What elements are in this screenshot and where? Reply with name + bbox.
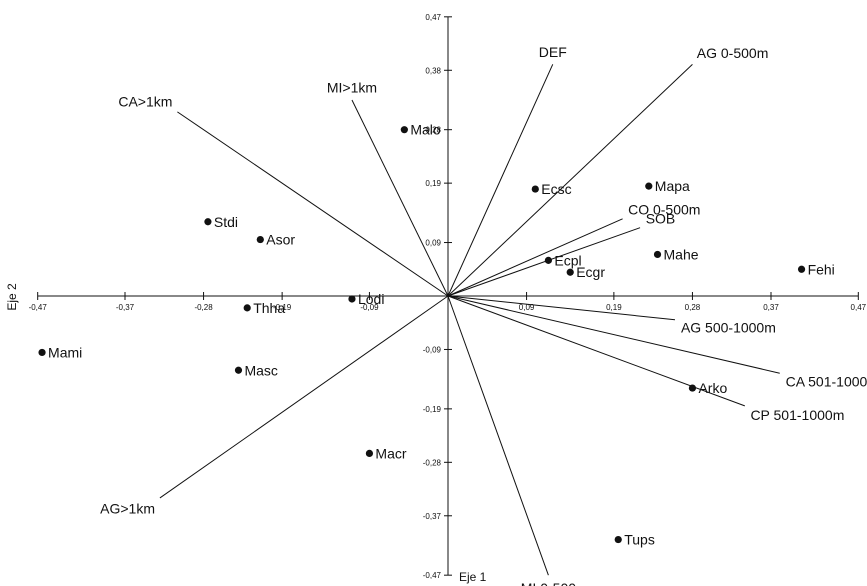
data-point: [400, 126, 408, 134]
y-tick-label: -0,28: [423, 458, 442, 467]
point-label: Ecgr: [576, 264, 605, 280]
point-label: Thha: [253, 300, 285, 316]
point-label: Mami: [48, 344, 82, 360]
data-point: [348, 295, 356, 303]
point-label: Macr: [375, 445, 406, 461]
point-label: Asor: [266, 232, 295, 248]
x-tick-label: 0,09: [519, 303, 535, 312]
y-tick-label: 0,28: [425, 126, 441, 135]
x-tick-label: 0,19: [606, 303, 622, 312]
point-label: Fehi: [808, 261, 835, 277]
vector-label: AG 0-500m: [697, 45, 769, 61]
point-label: Mapa: [655, 178, 690, 194]
axes: -0,47 -0,37 -0,28 -0,19 -0,09 0,09 0,19 0,28 0,3…: [29, 13, 867, 580]
vector-line: [447, 295, 780, 374]
vector-label: CP 501-1000m: [750, 407, 844, 423]
x-tick-label: 0,37: [763, 303, 779, 312]
vector-label: MI>1km: [327, 80, 377, 96]
point-label: Lodi: [358, 291, 384, 307]
y-tick-label: 0,47: [425, 13, 441, 22]
y-tick-label: -0,47: [423, 571, 442, 580]
y-tick-label: -0,37: [423, 512, 442, 521]
data-point: [256, 235, 264, 244]
point-label: Stdi: [214, 214, 238, 230]
point-label: Malo: [410, 122, 441, 138]
x-tick-label: -0,19: [273, 303, 292, 312]
data-point: [204, 218, 212, 226]
x-tick-label: -0,37: [116, 303, 135, 312]
data-point: [614, 535, 622, 544]
point-label: Ecpl: [554, 252, 581, 268]
data-point: [365, 449, 374, 458]
y-tick-label: -0,09: [423, 345, 442, 354]
data-point: [566, 268, 574, 276]
data-point: [243, 304, 251, 312]
data-point: [531, 185, 539, 193]
vector-label: MI 0-500: [521, 580, 576, 586]
vector-label: DEF: [539, 44, 567, 60]
vector-line: [447, 63, 693, 297]
data-point: [544, 256, 552, 264]
x-axis-label: Eje 1: [459, 570, 487, 584]
vector-line: [447, 218, 623, 297]
vector-line: [177, 111, 449, 297]
vector-line: [447, 295, 676, 321]
vector-line: [351, 99, 449, 297]
point-layer: Malo Ecsc Mapa Stdi Asor Ecpl Mahe Ecgr Fehi Lodi…: [38, 122, 835, 548]
vector-label: SOB: [646, 211, 676, 227]
point-label: Mahe: [664, 246, 699, 262]
vector-line: [447, 227, 641, 297]
vector-label: CO 0-500m: [628, 201, 700, 217]
x-tick-label: 0,28: [685, 303, 701, 312]
point-label: Tups: [624, 532, 655, 548]
data-point: [234, 366, 243, 374]
data-point: [797, 265, 806, 273]
vector-line: [447, 64, 554, 297]
y-tick-label: -0,19: [423, 405, 442, 414]
data-point: [688, 384, 697, 392]
x-tick-label: -0,09: [360, 303, 379, 312]
y-tick-label: 0,19: [425, 179, 441, 188]
vector-line: [447, 295, 549, 576]
y-tick-label: 0,38: [425, 66, 441, 75]
vector-label: AG>1km: [100, 500, 155, 516]
y-axis-label: Eje 2: [5, 283, 19, 311]
data-point: [38, 348, 46, 357]
x-tick-label: -0,28: [194, 303, 213, 312]
vector-label: CA>1km: [118, 93, 172, 109]
x-tick-label: 0,47: [851, 303, 867, 312]
point-label: Arko: [698, 380, 727, 396]
point-label: Masc: [244, 362, 277, 378]
vector-label: AG 500-1000m: [681, 319, 776, 335]
vector-label: CA 501-1000m: [786, 374, 867, 390]
vector-line: [159, 295, 449, 499]
data-point: [645, 182, 653, 190]
data-point: [653, 250, 662, 259]
x-tick-label: -0,47: [29, 303, 48, 312]
y-tick-label: 0,09: [425, 239, 441, 248]
point-label: Ecsc: [541, 181, 571, 197]
